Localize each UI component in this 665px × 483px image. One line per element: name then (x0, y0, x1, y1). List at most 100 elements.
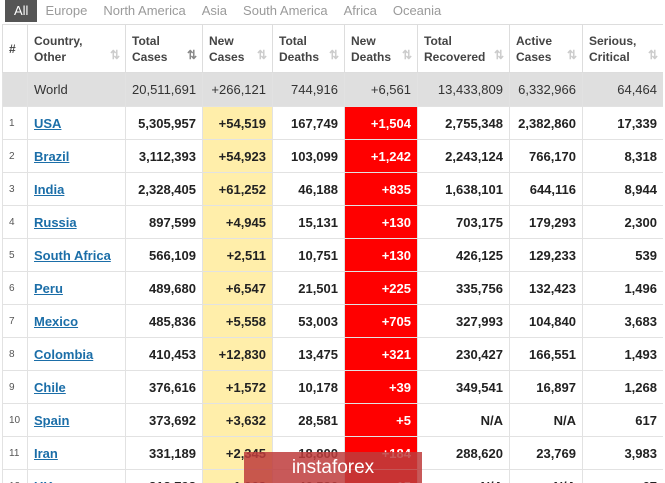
country-name: World (27, 72, 126, 107)
region-tab[interactable]: Oceania (392, 3, 442, 18)
stat-cell: +4,945 (202, 205, 273, 239)
country-link[interactable]: South Africa (34, 247, 111, 263)
stat-cell: 288,620 (417, 436, 510, 470)
country-row: 3 India 2,328,405 +61,252 46,188 +835 1,638,10… (2, 172, 663, 206)
stat-cell: 2,300 (582, 205, 663, 239)
stat-cell: 13,433,809 (417, 72, 510, 107)
country-cell: South Africa (27, 238, 126, 272)
country-link[interactable]: Spain (34, 412, 70, 428)
region-tab[interactable]: Africa (343, 3, 377, 18)
stat-cell: +130 (344, 238, 418, 272)
column-header[interactable]: Serious, Critical (582, 24, 663, 73)
stat-cell: 327,993 (417, 304, 510, 338)
stat-cell: +705 (344, 304, 418, 338)
country-row: 5 South Africa 566,109 +2,511 10,751 +130 426,… (2, 238, 663, 272)
stat-cell: 744,916 (272, 72, 345, 107)
stat-cell: 426,125 (417, 238, 510, 272)
stat-cell: 53,003 (272, 304, 345, 338)
stat-cell: +225 (344, 271, 418, 305)
stat-cell: 331,189 (125, 436, 203, 470)
stat-cell: 5,305,957 (125, 106, 203, 140)
stat-cell: 335,756 (417, 271, 510, 305)
column-header[interactable]: New Deaths (344, 24, 418, 73)
column-header[interactable]: New Cases (202, 24, 273, 73)
stat-cell: +321 (344, 337, 418, 371)
country-link[interactable]: UK (34, 479, 53, 483)
country-link[interactable]: Iran (34, 445, 58, 461)
country-row: 9 Chile 376,616 +1,572 10,178 +39 349,541 16,89… (2, 370, 663, 404)
column-header[interactable]: # (2, 24, 28, 73)
row-number: 9 (2, 370, 28, 404)
stat-cell: 179,293 (509, 205, 583, 239)
row-number: 4 (2, 205, 28, 239)
stat-cell: 46,188 (272, 172, 345, 206)
column-header[interactable]: Country, Other (27, 24, 126, 73)
stat-cell: 1,496 (582, 271, 663, 305)
stat-cell: +61,252 (202, 172, 273, 206)
row-number: 3 (2, 172, 28, 206)
country-link[interactable]: India (34, 181, 65, 197)
region-tab[interactable]: All (5, 0, 38, 22)
stat-cell: +6,547 (202, 271, 273, 305)
stat-cell: 373,692 (125, 403, 203, 437)
stat-cell: 13,475 (272, 337, 345, 371)
stat-cell: 230,427 (417, 337, 510, 371)
country-row: 8 Colombia 410,453 +12,830 13,475 +321 230,427… (2, 337, 663, 371)
country-link[interactable]: Colombia (34, 346, 94, 362)
region-tab[interactable]: South America (243, 3, 328, 18)
column-header[interactable]: Total Deaths (272, 24, 345, 73)
world-row: World 20,511,691 +266,121 744,916 +6,561 13,4… (2, 72, 663, 107)
region-tab[interactable]: North America (103, 3, 186, 18)
row-number: 8 (2, 337, 28, 371)
country-row: 6 Peru 489,680 +6,547 21,501 +225 335,756 132,4… (2, 271, 663, 305)
country-link[interactable]: Chile (34, 379, 66, 395)
watermark: instaforex (244, 452, 422, 483)
stat-cell: 6,332,966 (509, 72, 583, 107)
stat-cell: 313,798 (125, 469, 203, 483)
region-tab[interactable]: Europe (45, 3, 88, 18)
column-header[interactable]: Active Cases (509, 24, 583, 73)
stat-cell: 539 (582, 238, 663, 272)
stat-cell: 23,769 (509, 436, 583, 470)
country-row: 10 Spain 373,692 +3,632 28,581 +5 N/A N/A 617 (2, 403, 663, 437)
row-number: 5 (2, 238, 28, 272)
country-link[interactable]: Mexico (34, 313, 79, 329)
column-header[interactable]: Total Recovered (417, 24, 510, 73)
country-cell: Russia (27, 205, 126, 239)
stat-cell: 17,339 (582, 106, 663, 140)
stat-cell: 8,318 (582, 139, 663, 173)
row-number: 1 (2, 106, 28, 140)
stat-cell: 766,170 (509, 139, 583, 173)
country-link[interactable]: USA (34, 115, 62, 131)
stat-cell: 410,453 (125, 337, 203, 371)
stat-cell: 897,599 (125, 205, 203, 239)
stat-cell: +2,345 (202, 436, 273, 470)
region-tab[interactable]: Asia (201, 3, 228, 18)
stat-cell: 103,099 (272, 139, 345, 173)
stat-cell: 10,751 (272, 238, 345, 272)
stat-cell: +1,242 (344, 139, 418, 173)
country-link[interactable]: Russia (34, 214, 77, 230)
stat-cell: 28,581 (272, 403, 345, 437)
stat-cell: 166,551 (509, 337, 583, 371)
country-cell: Mexico (27, 304, 126, 338)
stat-cell: 2,243,124 (417, 139, 510, 173)
stat-cell: N/A (417, 403, 510, 437)
stat-cell: 489,680 (125, 271, 203, 305)
row-number: 12 (2, 469, 28, 483)
stat-cell: 64,464 (582, 72, 663, 107)
column-header[interactable]: Total Cases (125, 24, 203, 73)
row-number (2, 72, 28, 107)
stat-cell: +54,519 (202, 106, 273, 140)
stat-cell: 3,112,393 (125, 139, 203, 173)
stat-cell: N/A (509, 469, 583, 483)
stat-cell: 8,944 (582, 172, 663, 206)
stat-cell: 1,638,101 (417, 172, 510, 206)
country-link[interactable]: Peru (34, 280, 63, 296)
country-link[interactable]: Brazil (34, 148, 70, 164)
stat-cell: +266,121 (202, 72, 273, 107)
country-cell: Colombia (27, 337, 126, 371)
stat-cell: 617 (582, 403, 663, 437)
country-cell: Chile (27, 370, 126, 404)
